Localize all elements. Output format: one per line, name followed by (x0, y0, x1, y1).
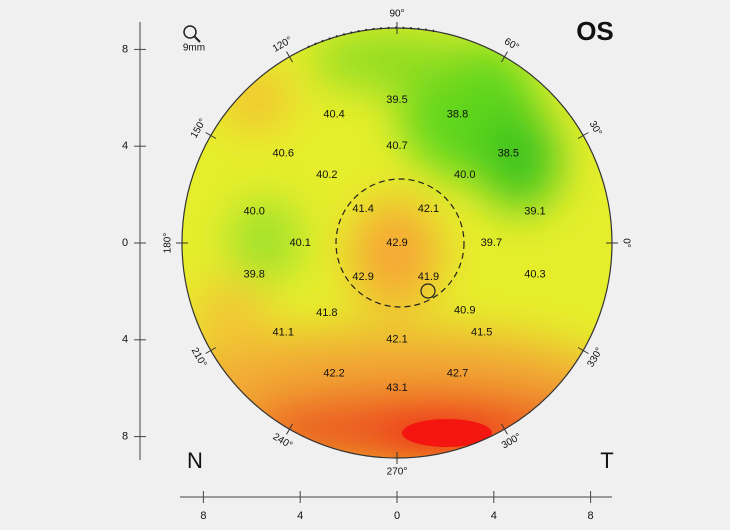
angle-tick (577, 132, 589, 139)
reading-label: 40.3 (524, 268, 545, 280)
angle-label: 0° (620, 238, 631, 248)
y-tick-label: 8 (122, 43, 128, 55)
reading-label: 39.8 (244, 268, 265, 280)
reading-label: 42.2 (323, 368, 344, 380)
reading-label: 40.6 (273, 147, 294, 159)
x-tick-label: 8 (200, 510, 206, 522)
angle-tick (286, 51, 293, 63)
nasal-label: N (187, 448, 203, 473)
x-tick-label: 4 (297, 510, 303, 522)
angle-tick (205, 347, 217, 354)
y-tick-label: 8 (122, 431, 128, 443)
reading-label: 41.5 (471, 326, 492, 338)
reading-label: 39.7 (481, 237, 502, 249)
reading-label: 40.7 (386, 140, 407, 152)
reading-label: 40.2 (316, 169, 337, 181)
reading-label: 42.9 (352, 271, 373, 283)
angle-label: 90° (389, 9, 404, 20)
scale-label: 9mm (183, 43, 205, 54)
reading-label: 41.1 (273, 326, 294, 338)
y-tick-label: 0 (122, 237, 128, 249)
angle-label: 270° (387, 467, 408, 478)
angle-tick (577, 347, 589, 354)
angle-tick (501, 423, 508, 435)
angle-tick (501, 51, 508, 63)
reading-label: 41.9 (418, 271, 439, 283)
reading-label: 38.5 (498, 147, 519, 159)
pupil-center (420, 283, 436, 299)
pupil-outline (335, 178, 465, 308)
magnifier-icon (183, 25, 201, 43)
eye-label: OS (576, 16, 614, 46)
y-tick-label: 4 (122, 334, 128, 346)
reading-label: 40.0 (244, 205, 265, 217)
angle-tick (205, 132, 217, 139)
temporal-label: T (600, 448, 613, 473)
reading-label: 40.4 (323, 109, 344, 121)
x-tick-label: 4 (491, 510, 497, 522)
reading-label: 40.9 (454, 305, 475, 317)
reading-label: 41.4 (352, 203, 373, 215)
reading-label: 40.0 (454, 169, 475, 181)
reading-label: 41.8 (316, 307, 337, 319)
x-tick-label: 8 (588, 510, 594, 522)
angle-tick (286, 423, 293, 435)
y-tick-label: 4 (122, 140, 128, 152)
reading-label: 42.9 (386, 237, 407, 249)
reading-label: 42.1 (418, 203, 439, 215)
reading-label: 38.8 (447, 109, 468, 121)
reading-label: 39.5 (386, 94, 407, 106)
reading-label: 39.1 (524, 205, 545, 217)
reading-label: 43.1 (386, 382, 407, 394)
angle-label: 180° (163, 233, 174, 254)
reading-label: 40.1 (289, 237, 310, 249)
x-tick-label: 0 (394, 510, 400, 522)
reading-label: 42.7 (447, 368, 468, 380)
reading-label: 42.1 (386, 334, 407, 346)
